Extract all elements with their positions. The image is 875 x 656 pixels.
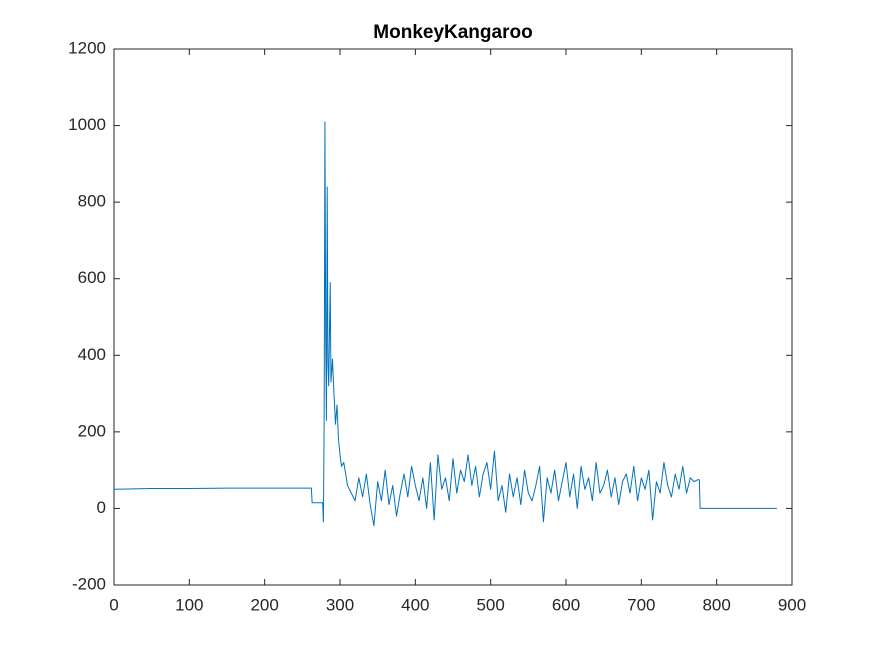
x-tick-label: 700 xyxy=(627,595,655,614)
y-tick-label: 1000 xyxy=(68,115,106,134)
y-tick-label: 400 xyxy=(78,345,106,364)
y-tick-label: 800 xyxy=(78,192,106,211)
y-tick-label: 200 xyxy=(78,421,106,440)
y-tick-label: 0 xyxy=(97,498,106,517)
x-tick-label: 400 xyxy=(401,595,429,614)
y-tick-label: -200 xyxy=(72,574,106,593)
data-line xyxy=(113,121,777,527)
x-tick-label: 600 xyxy=(552,595,580,614)
axes-box xyxy=(113,48,793,586)
x-tick-label: 0 xyxy=(109,595,118,614)
x-tick-label: 300 xyxy=(326,595,354,614)
y-tick-label: 600 xyxy=(78,268,106,287)
chart-title: MonkeyKangaroo xyxy=(373,22,532,43)
x-tick-label: 100 xyxy=(175,595,203,614)
y-tick-label: 1200 xyxy=(68,38,106,57)
x-tick-label: 500 xyxy=(476,595,504,614)
x-tick-label: 900 xyxy=(778,595,806,614)
x-tick-label: 200 xyxy=(250,595,278,614)
x-tick-label: 800 xyxy=(702,595,730,614)
